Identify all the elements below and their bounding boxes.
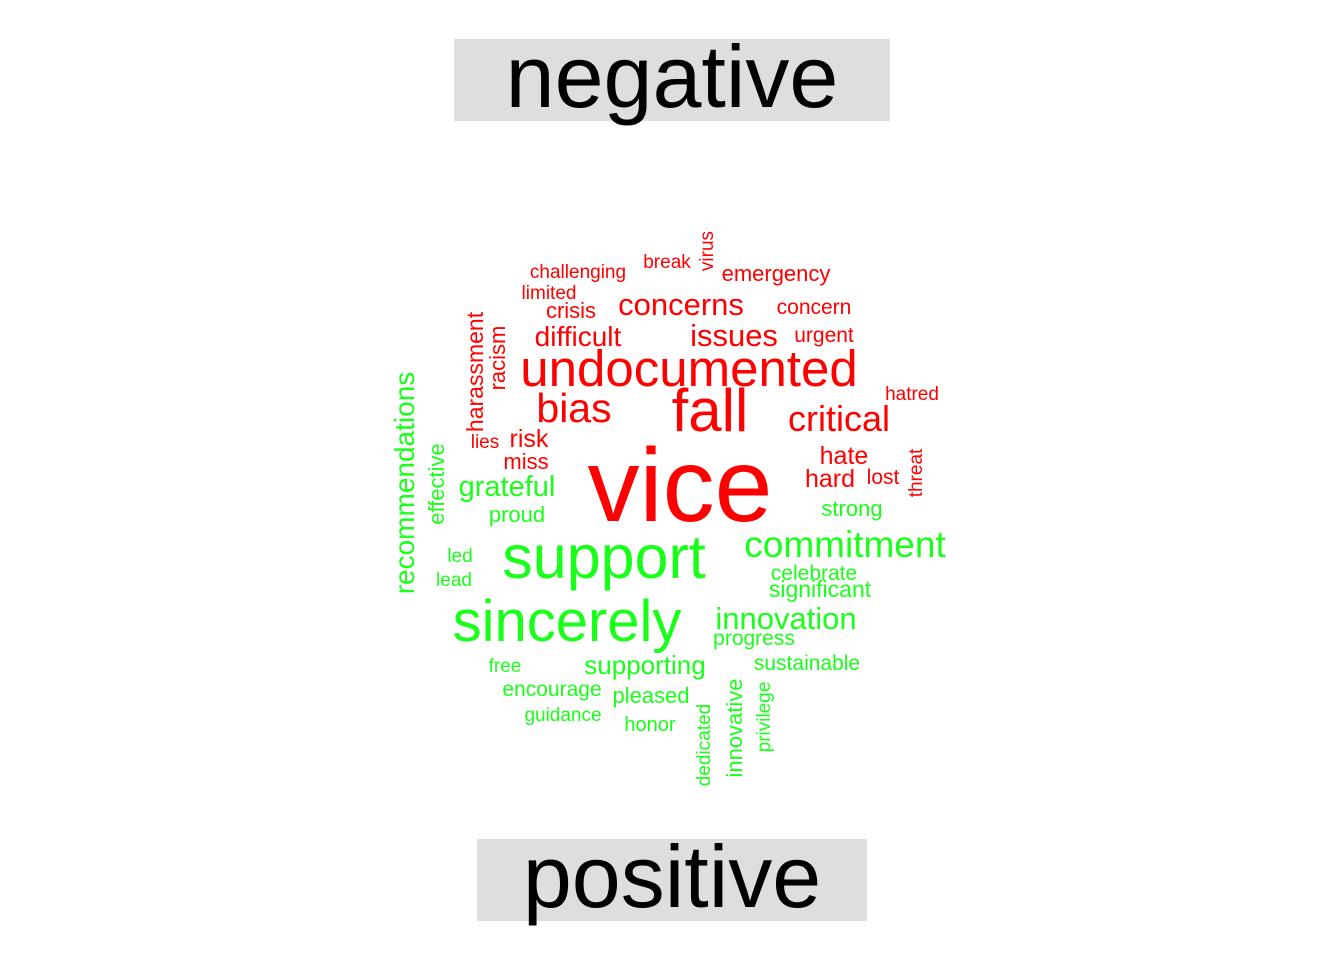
word-sustainable: sustainable [754, 652, 860, 675]
word-undocumented: undocumented [520, 340, 857, 397]
word-commitment: commitment [744, 524, 946, 565]
word-supporting: supporting [584, 650, 705, 680]
word-lead: lead [436, 570, 472, 591]
word-crisis: crisis [546, 298, 596, 323]
word-hatred: hatred [885, 384, 939, 405]
word-virus: virus [697, 231, 718, 271]
word-limited: limited [522, 283, 577, 304]
word-emergency: emergency [722, 261, 831, 286]
word-lost: lost [867, 466, 900, 489]
positive-group-label: positive [477, 833, 867, 921]
word-critical: critical [788, 398, 890, 439]
word-pleased: pleased [612, 683, 689, 708]
word-hate: hate [820, 442, 869, 470]
word-harassment: harassment [462, 311, 488, 432]
word-challenging: challenging [530, 262, 626, 283]
word-urgent: urgent [794, 324, 854, 347]
word-significant: significant [769, 576, 872, 602]
word-celebrate: celebrate [771, 562, 857, 585]
word-effective: effective [424, 443, 449, 525]
word-break: break [643, 252, 691, 273]
word-led: led [447, 546, 472, 567]
word-threat: threat [906, 448, 927, 497]
word-dedicated: dedicated [694, 704, 715, 786]
word-difficult: difficult [535, 321, 622, 352]
word-racism: racism [485, 326, 510, 391]
word-sincerely: sincerely [453, 589, 682, 654]
word-vice: vice [588, 428, 773, 544]
word-innovative: innovative [722, 678, 747, 777]
word-encourage: encourage [502, 678, 601, 701]
word-guidance: guidance [524, 705, 601, 726]
word-progress: progress [713, 627, 795, 650]
word-honor: honor [624, 714, 675, 736]
word-strong: strong [821, 496, 882, 521]
word-concerns: concerns [618, 287, 744, 322]
word-free: free [489, 656, 522, 677]
word-concern: concern [777, 296, 852, 319]
word-innovation: innovation [715, 601, 856, 636]
word-fall: fall [672, 377, 749, 444]
word-miss: miss [503, 449, 548, 474]
negative-group-label: negative [454, 33, 890, 121]
word-privilege: privilege [754, 682, 775, 753]
word-lies: lies [471, 432, 500, 453]
word-risk: risk [510, 425, 549, 453]
word-hard: hard [805, 465, 855, 493]
word-proud: proud [489, 502, 545, 527]
word-recommendations: recommendations [389, 372, 420, 595]
word-issues: issues [690, 318, 778, 353]
word-bias: bias [536, 385, 611, 431]
word-support: support [502, 523, 706, 591]
word-grateful: grateful [459, 471, 556, 503]
